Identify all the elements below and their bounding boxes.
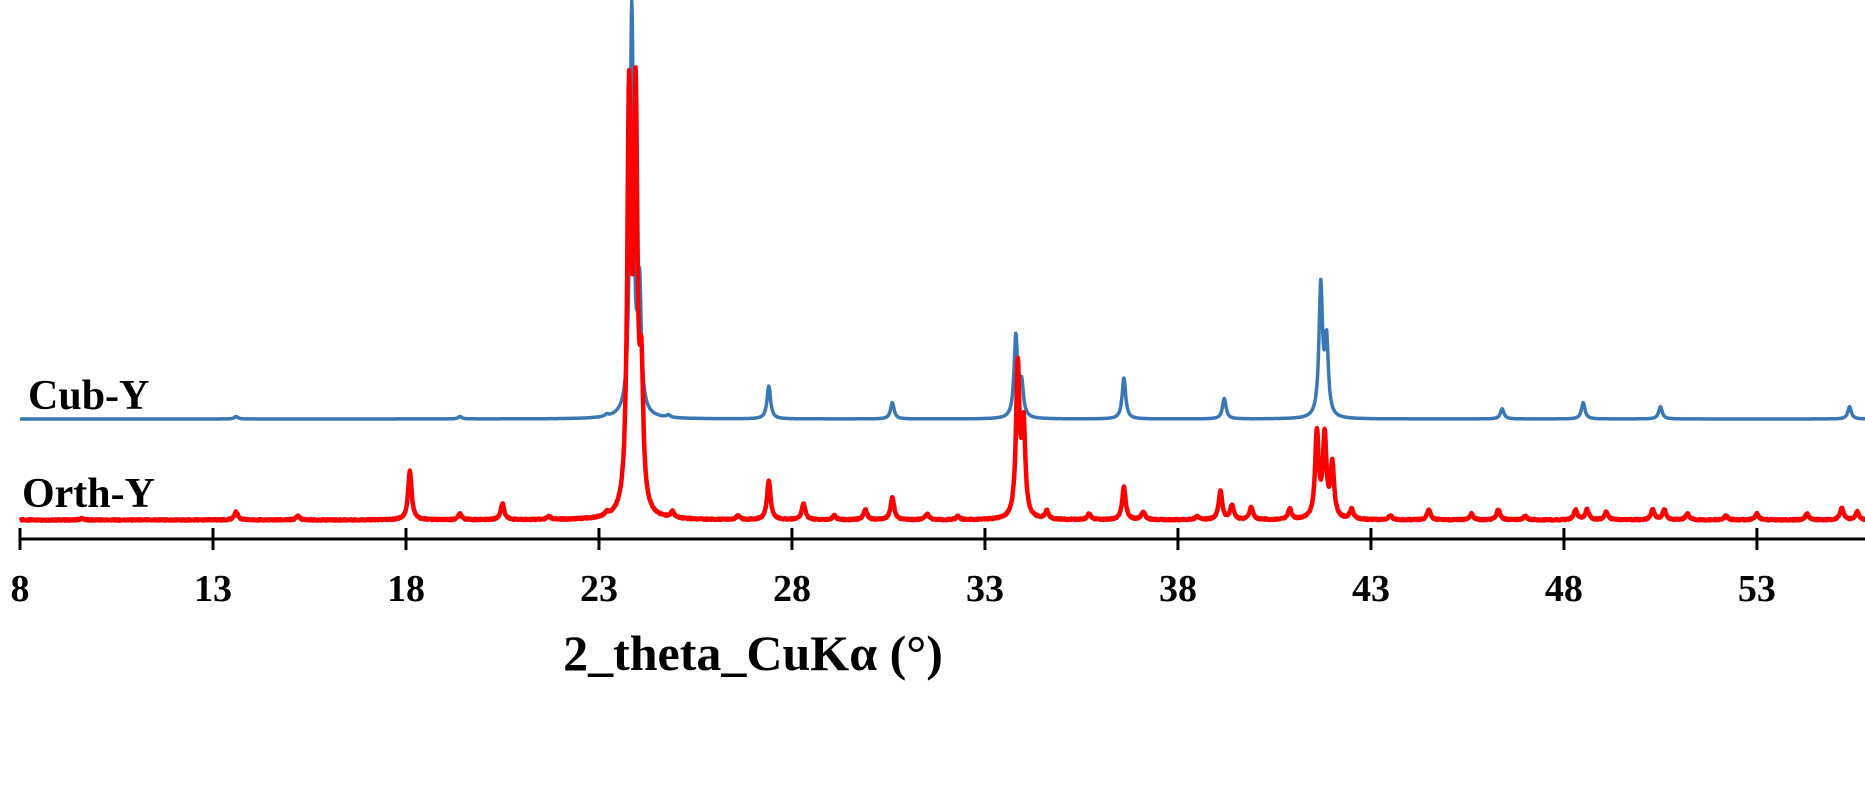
series-line-orth-y <box>18 65 1865 523</box>
series-line-cub-y <box>18 0 1865 421</box>
x-tick-label: 33 <box>966 568 1004 610</box>
x-tick-label: 13 <box>194 568 232 610</box>
x-tick-label: 48 <box>1545 568 1583 610</box>
x-tick-label: 43 <box>1352 568 1390 610</box>
plot-area <box>18 0 1865 523</box>
x-tick-label: 28 <box>773 568 811 610</box>
x-tick-label: 18 <box>387 568 425 610</box>
x-tick-label: 23 <box>580 568 618 610</box>
x-tick-label: 8 <box>11 568 30 610</box>
series-labels: Cub-Y Orth-Y <box>22 373 155 517</box>
x-tick-label: 53 <box>1738 568 1776 610</box>
x-tick-label: 38 <box>1159 568 1197 610</box>
series-label-cub-y: Cub-Y <box>28 373 149 419</box>
x-ticks: 8 13 18 23 28 33 38 43 48 53 <box>11 528 1776 610</box>
x-axis-title: 2_theta_CuKα (°) <box>563 625 943 681</box>
series-label-orth-y: Orth-Y <box>22 471 155 517</box>
